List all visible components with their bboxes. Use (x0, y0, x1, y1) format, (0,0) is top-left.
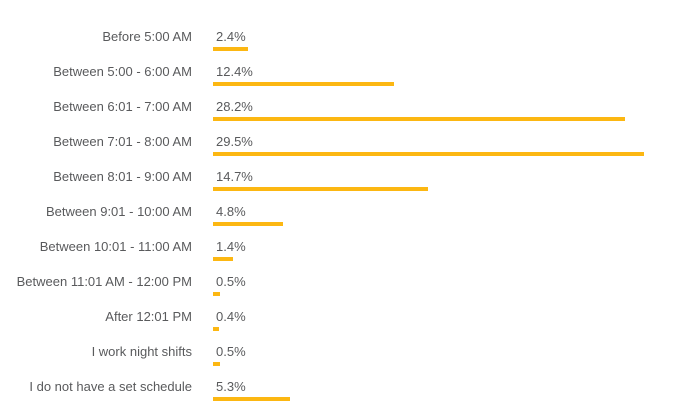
value-label: 28.2% (216, 99, 253, 114)
value-label: 12.4% (216, 64, 253, 79)
value-label: 0.5% (216, 274, 246, 289)
value-label: 4.8% (216, 204, 246, 219)
value-label: 1.4% (216, 239, 246, 254)
bar (213, 47, 248, 51)
bar (213, 222, 283, 226)
category-label: I do not have a set schedule (29, 379, 192, 394)
value-label: 29.5% (216, 134, 253, 149)
chart-row: Between 9:01 - 10:00 AM 4.8% (0, 197, 676, 232)
bar (213, 397, 290, 401)
bar (213, 327, 219, 331)
value-label: 14.7% (216, 169, 253, 184)
category-label: Between 11:01 AM - 12:00 PM (16, 274, 192, 289)
category-label: I work night shifts (91, 344, 192, 359)
value-label: 0.5% (216, 344, 246, 359)
bar (213, 152, 644, 156)
value-label: 2.4% (216, 29, 246, 44)
value-bar-group: 5.3% (213, 379, 290, 401)
value-bar-group: 4.8% (213, 204, 283, 226)
value-bar-group: 0.5% (213, 344, 246, 366)
value-label: 0.4% (216, 309, 246, 324)
chart-row: I do not have a set schedule 5.3% (0, 372, 676, 407)
chart-row: Before 5:00 AM 2.4% (0, 22, 676, 57)
bar (213, 117, 625, 121)
chart-row: Between 5:00 - 6:00 AM 12.4% (0, 57, 676, 92)
value-bar-group: 12.4% (213, 64, 394, 86)
category-label: Between 9:01 - 10:00 AM (46, 204, 192, 219)
value-bar-group: 14.7% (213, 169, 428, 191)
category-label: Before 5:00 AM (102, 29, 192, 44)
bar (213, 362, 220, 366)
chart-row: Between 11:01 AM - 12:00 PM 0.5% (0, 267, 676, 302)
chart-row: After 12:01 PM 0.4% (0, 302, 676, 337)
category-label: Between 7:01 - 8:00 AM (53, 134, 192, 149)
bar-chart: Before 5:00 AM 2.4% Between 5:00 - 6:00 AM… (0, 22, 676, 407)
category-label: After 12:01 PM (105, 309, 192, 324)
value-bar-group: 0.5% (213, 274, 246, 296)
bar (213, 187, 428, 191)
value-bar-group: 28.2% (213, 99, 625, 121)
value-bar-group: 2.4% (213, 29, 248, 51)
category-label: Between 5:00 - 6:00 AM (53, 64, 192, 79)
chart-row: Between 8:01 - 9:00 AM 14.7% (0, 162, 676, 197)
bar (213, 257, 233, 261)
value-bar-group: 1.4% (213, 239, 246, 261)
chart-row: Between 7:01 - 8:00 AM 29.5% (0, 127, 676, 162)
chart-row: Between 10:01 - 11:00 AM 1.4% (0, 232, 676, 267)
bar (213, 292, 220, 296)
category-label: Between 6:01 - 7:00 AM (53, 99, 192, 114)
category-label: Between 10:01 - 11:00 AM (39, 239, 192, 254)
chart-row: I work night shifts 0.5% (0, 337, 676, 372)
value-bar-group: 29.5% (213, 134, 644, 156)
value-label: 5.3% (216, 379, 246, 394)
bar (213, 82, 394, 86)
chart-row: Between 6:01 - 7:00 AM 28.2% (0, 92, 676, 127)
value-bar-group: 0.4% (213, 309, 246, 331)
category-label: Between 8:01 - 9:00 AM (53, 169, 192, 184)
